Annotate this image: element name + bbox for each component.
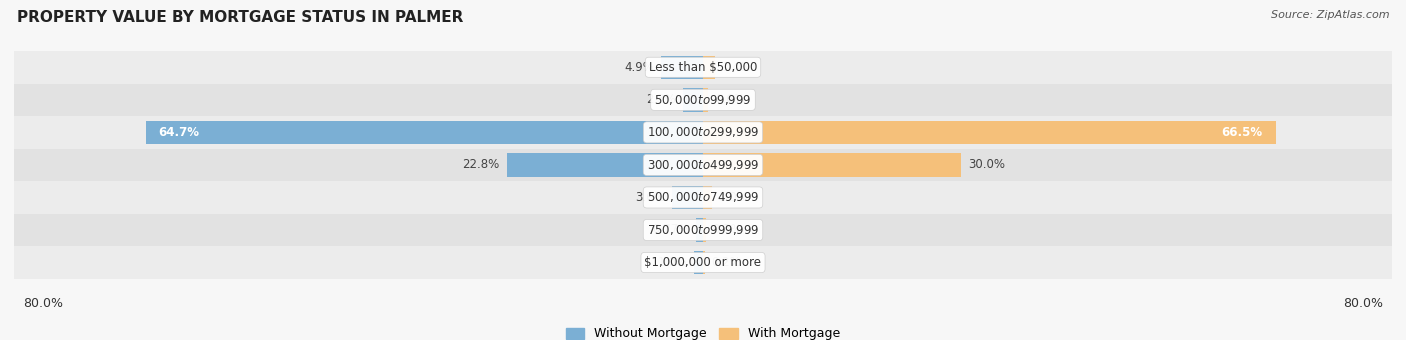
Text: 80.0%: 80.0% (22, 297, 63, 310)
Text: PROPERTY VALUE BY MORTGAGE STATUS IN PALMER: PROPERTY VALUE BY MORTGAGE STATUS IN PAL… (17, 10, 463, 25)
Bar (703, 55, 716, 79)
Bar (14, 84, 1392, 116)
Bar (14, 181, 1392, 214)
Bar (146, 121, 703, 144)
Bar (14, 246, 1392, 279)
Bar (703, 88, 709, 112)
Text: 80.0%: 80.0% (1343, 297, 1384, 310)
Bar (695, 251, 703, 274)
Bar (506, 153, 703, 176)
Bar (683, 88, 703, 112)
Text: 0.2%: 0.2% (711, 256, 741, 269)
Bar (703, 251, 704, 274)
Text: 22.8%: 22.8% (463, 158, 499, 171)
Bar (703, 121, 1275, 144)
Text: 3.6%: 3.6% (636, 191, 665, 204)
Bar (14, 214, 1392, 246)
Text: $500,000 to $749,999: $500,000 to $749,999 (647, 190, 759, 204)
Text: 1.0%: 1.0% (718, 191, 748, 204)
Text: 4.9%: 4.9% (624, 61, 654, 74)
Text: $300,000 to $499,999: $300,000 to $499,999 (647, 158, 759, 172)
Bar (703, 218, 706, 242)
Text: 66.5%: 66.5% (1222, 126, 1263, 139)
Text: Less than $50,000: Less than $50,000 (648, 61, 758, 74)
Bar (14, 51, 1392, 84)
Text: $750,000 to $999,999: $750,000 to $999,999 (647, 223, 759, 237)
Bar (696, 218, 703, 242)
Text: $50,000 to $99,999: $50,000 to $99,999 (654, 93, 752, 107)
Text: 2.3%: 2.3% (647, 93, 676, 106)
Text: Source: ZipAtlas.com: Source: ZipAtlas.com (1271, 10, 1389, 20)
Bar (703, 186, 711, 209)
Bar (661, 55, 703, 79)
Bar (672, 186, 703, 209)
Text: 0.3%: 0.3% (713, 223, 742, 237)
Text: 1.0%: 1.0% (658, 256, 688, 269)
Text: $100,000 to $299,999: $100,000 to $299,999 (647, 125, 759, 139)
Text: 30.0%: 30.0% (969, 158, 1005, 171)
Text: 0.6%: 0.6% (716, 93, 745, 106)
Text: 1.4%: 1.4% (721, 61, 752, 74)
Legend: Without Mortgage, With Mortgage: Without Mortgage, With Mortgage (561, 322, 845, 340)
Text: $1,000,000 or more: $1,000,000 or more (644, 256, 762, 269)
Text: 0.77%: 0.77% (652, 223, 689, 237)
Bar (14, 149, 1392, 181)
Bar (703, 153, 962, 176)
Bar (14, 116, 1392, 149)
Text: 64.7%: 64.7% (159, 126, 200, 139)
